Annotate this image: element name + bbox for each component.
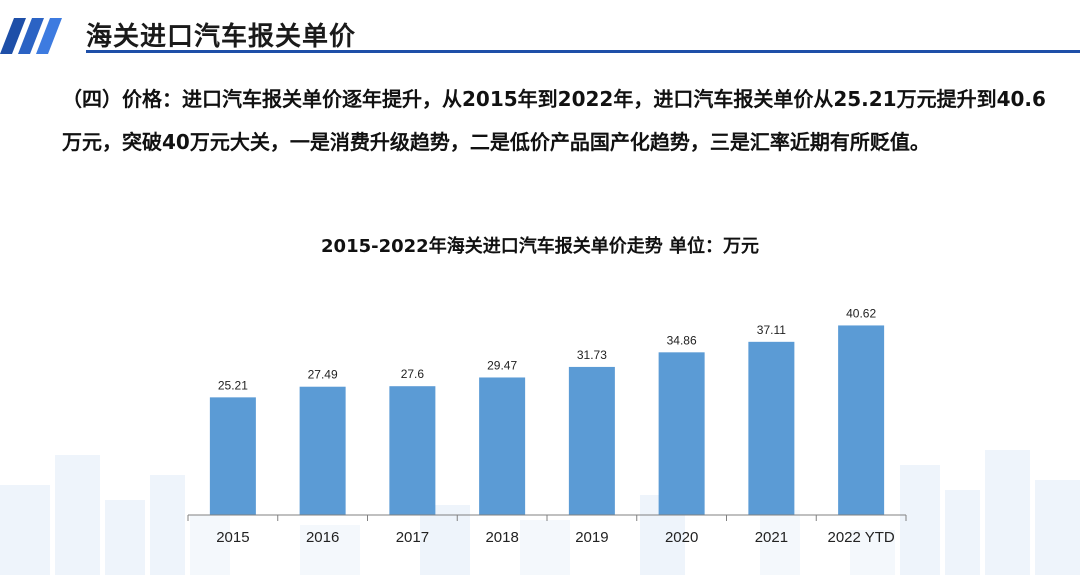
bar-2017 bbox=[389, 386, 436, 515]
bar-2022-ytd bbox=[838, 325, 885, 515]
value-label: 31.73 bbox=[577, 348, 607, 362]
bar-2019 bbox=[568, 366, 615, 515]
x-tick-label: 2017 bbox=[396, 529, 429, 546]
value-label: 25.21 bbox=[218, 378, 248, 392]
bar-2021 bbox=[748, 341, 795, 515]
x-tick-label: 2016 bbox=[306, 529, 339, 546]
x-tick-label: 2022 YTD bbox=[827, 529, 894, 546]
value-label: 34.86 bbox=[667, 333, 697, 347]
value-labels-group: 25.21 27.49 27.6 29.47 31.73 34.86 37.11 40.62 bbox=[218, 306, 877, 392]
body-paragraph: （四）价格：进口汽车报关单价逐年提升，从2015年到2022年，进口汽车报关单价… bbox=[62, 87, 1046, 154]
x-tick-label: 2021 bbox=[755, 529, 788, 546]
x-axis-ticks bbox=[187, 515, 907, 521]
value-label: 37.11 bbox=[757, 323, 786, 337]
chart-title: 2015-2022年海关进口汽车报关单价走势 单位：万元 bbox=[321, 236, 759, 257]
page-title: 海关进口汽车报关单价 bbox=[86, 22, 357, 52]
header-stripes-icon bbox=[0, 18, 62, 54]
x-tick-label: 2018 bbox=[485, 529, 518, 546]
value-label: 29.47 bbox=[487, 358, 517, 372]
x-tick-label: 2019 bbox=[575, 529, 608, 546]
skyline-background bbox=[0, 450, 1080, 575]
header-divider bbox=[86, 50, 1080, 53]
value-label: 27.6 bbox=[401, 367, 425, 381]
x-tick-label: 2015 bbox=[216, 529, 249, 546]
slide-header: 海关进口汽车报关单价 bbox=[0, 0, 1080, 60]
x-axis-tick-labels: 2015 2016 2017 2018 2019 2020 2021 2022 YTD bbox=[216, 529, 895, 546]
bars-group bbox=[209, 325, 885, 515]
value-label: 27.49 bbox=[308, 368, 338, 382]
bar-2016 bbox=[299, 386, 346, 515]
bar-2020 bbox=[658, 352, 705, 515]
bar-2015 bbox=[209, 397, 256, 515]
bar-2018 bbox=[479, 377, 526, 515]
value-label: 40.62 bbox=[846, 306, 876, 320]
x-tick-label: 2020 bbox=[665, 529, 698, 546]
